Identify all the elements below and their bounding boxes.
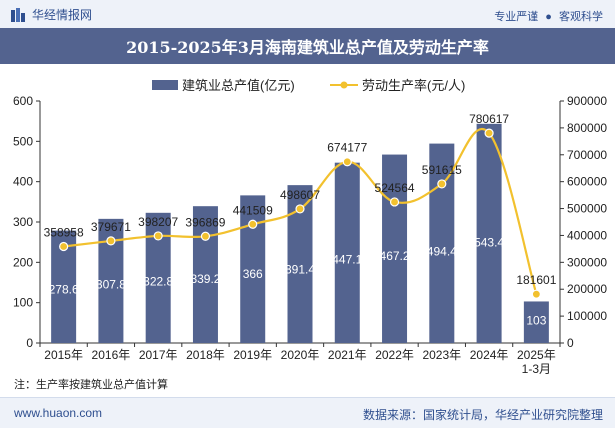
line-value-label: 398207: [138, 215, 178, 229]
line-value-label: 379671: [91, 220, 131, 234]
x-tick-label: 2015年: [44, 348, 83, 362]
bar: [523, 301, 549, 343]
y-tick-label-right: 200000: [567, 282, 607, 296]
bar-value-label: 278.6: [49, 283, 79, 297]
legend-bar-label: 建筑业总产值(亿元): [182, 78, 295, 93]
legend-line-label: 劳动生产率(元/人): [362, 78, 465, 93]
bar: [429, 143, 455, 343]
y-tick-label-right: 900000: [567, 94, 607, 108]
x-tick-label: 2019年: [233, 348, 272, 362]
logo-icon: [11, 7, 25, 22]
x-tick-label: 2025年: [517, 348, 556, 362]
x-tick-label: 2021年: [328, 348, 367, 362]
legend-line-marker: [340, 81, 348, 89]
y-tick-label-left: 0: [26, 336, 33, 350]
x-tick-label: 2016年: [92, 348, 131, 362]
y-tick-label-left: 300: [13, 215, 33, 229]
line-value-label: 396869: [185, 215, 225, 229]
chart-title: 2015-2025年3月海南建筑业总产值及劳动生产率: [126, 38, 489, 57]
y-tick-label-left: 500: [13, 134, 33, 148]
bar-value-label: 366: [243, 267, 263, 281]
y-tick-label-right: 400000: [567, 228, 607, 242]
bullet-icon: ●: [545, 11, 552, 23]
bar: [382, 154, 408, 343]
line-point: [295, 204, 305, 214]
bar-value-label: 391.4: [285, 263, 315, 277]
footnote: 注：生产率按建筑业总产值计算: [14, 379, 168, 391]
line-value-label: 358958: [44, 225, 84, 239]
tagline-right: 客观科学: [559, 11, 603, 23]
tagline: 专业严谨 ● 客观科学: [494, 8, 603, 24]
line-value-label: 441509: [233, 203, 273, 217]
line-point: [153, 231, 163, 241]
line-value-label: 591615: [422, 163, 462, 177]
bar: [192, 206, 218, 343]
line-value-label: 674177: [327, 141, 367, 155]
y-tick-label-right: 100000: [567, 309, 607, 323]
bar-value-label: 322.8: [143, 275, 173, 289]
line-point: [200, 231, 211, 241]
x-tick-label: 2022年: [375, 348, 414, 362]
legend-bar-swatch: [152, 80, 178, 90]
y-tick-label-right: 700000: [567, 148, 607, 162]
line-point: [342, 157, 352, 167]
line-point: [59, 241, 69, 252]
y-tick-label-right: 0: [567, 336, 574, 350]
y-tick-label-left: 200: [13, 255, 33, 269]
y-tick-label-right: 800000: [567, 121, 607, 135]
line-value-label: 524564: [375, 181, 415, 195]
line-point: [437, 179, 447, 189]
line-point: [248, 219, 258, 229]
site-link[interactable]: www.huaon.com: [14, 406, 103, 420]
line-point: [484, 128, 494, 138]
line-point: [106, 236, 116, 246]
y-tick-label-right: 600000: [567, 175, 607, 189]
footer-bar: www.huaon.com 数据来源：国家统计局，华经产业研究院整理: [0, 397, 615, 428]
bar: [476, 123, 502, 343]
tagline-left: 专业严谨: [494, 11, 539, 23]
x-tick-label: 2018年: [186, 348, 225, 362]
bar-value-label: 307.8: [96, 277, 126, 291]
y-tick-label-right: 300000: [567, 255, 607, 269]
y-tick-label-right: 500000: [567, 202, 607, 216]
bar-value-label: 467.2: [380, 249, 410, 263]
x-tick-label: 2017年: [139, 348, 178, 362]
brand[interactable]: 华经情报网: [10, 6, 92, 23]
line-value-label: 498607: [280, 188, 320, 202]
bar-value-label: 543.4: [474, 236, 504, 250]
bar: [334, 162, 360, 343]
y-tick-label-left: 400: [13, 175, 33, 189]
x-tick-label: 2020年: [281, 348, 320, 362]
y-tick-label-left: 100: [13, 296, 33, 310]
data-source: 数据来源：国家统计局，华经产业研究院整理: [362, 408, 603, 422]
bar-value-label: 339.2: [190, 272, 220, 286]
x-tick-label: 1-3月: [522, 362, 551, 376]
brand-name: 华经情报网: [32, 8, 93, 22]
bar-value-label: 103: [526, 314, 546, 328]
line-value-label: 780617: [469, 112, 509, 126]
chart: 建筑业总产值(亿元) 劳动生产率(元/人)01002003004005006000…: [13, 78, 607, 376]
line-value-label: 181601: [516, 273, 556, 287]
y-tick-label-left: 600: [13, 94, 33, 108]
bar-value-label: 447.1: [332, 253, 362, 267]
bar-value-label: 494.4: [427, 244, 457, 258]
x-tick-label: 2024年: [470, 348, 509, 362]
line-point: [389, 197, 400, 207]
top-bar: 华经情报网 专业严谨 ● 客观科学: [0, 0, 615, 29]
x-tick-label: 2023年: [422, 348, 461, 362]
chart-title-bar: 2015-2025年3月海南建筑业总产值及劳动生产率: [0, 28, 615, 64]
line-point: [531, 289, 541, 299]
